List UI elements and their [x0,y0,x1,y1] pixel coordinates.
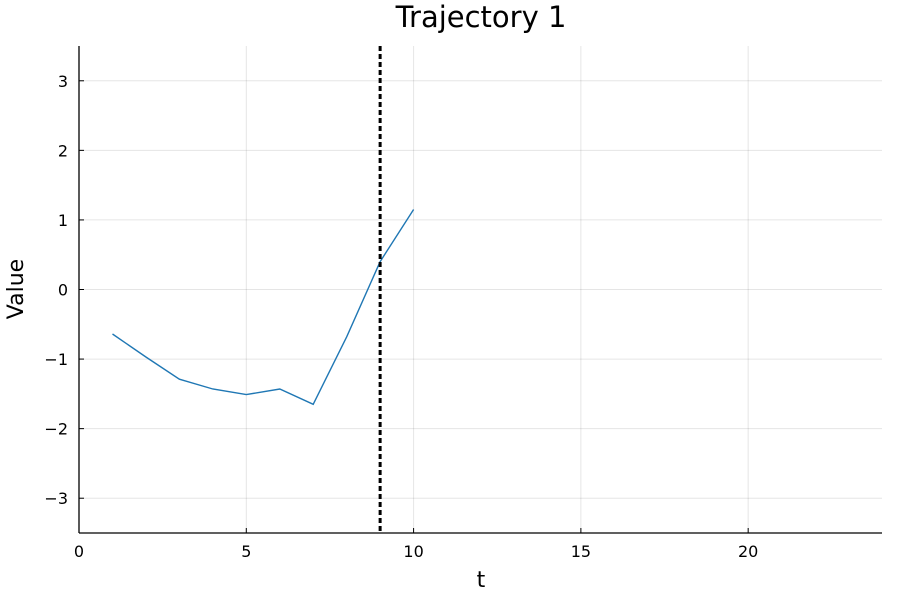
grid [78,46,882,533]
chart-title: Trajectory 1 [395,0,567,34]
y-tick-label: −3 [44,489,68,508]
y-tick-label: 0 [58,281,68,300]
x-tick-label: 15 [571,542,591,561]
y-tick-label: 3 [58,72,68,91]
tick-labels: 0 5 10 15 20 −3 −2 −1 0 1 2 3 [44,72,758,561]
y-tick-label: 1 [58,211,68,230]
y-tick-label: 2 [58,141,68,160]
y-axis-label: Value [4,259,29,319]
x-axis-label: t [477,568,486,593]
y-tick-label: −2 [44,420,68,439]
x-tick-label: 10 [403,542,423,561]
x-tick-label: 5 [241,542,251,561]
x-tick-label: 0 [74,542,84,561]
x-tick-label: 20 [738,542,758,561]
y-tick-label: −1 [44,350,68,369]
axes [78,46,882,534]
series-line [112,209,415,406]
plot-area [112,46,415,533]
